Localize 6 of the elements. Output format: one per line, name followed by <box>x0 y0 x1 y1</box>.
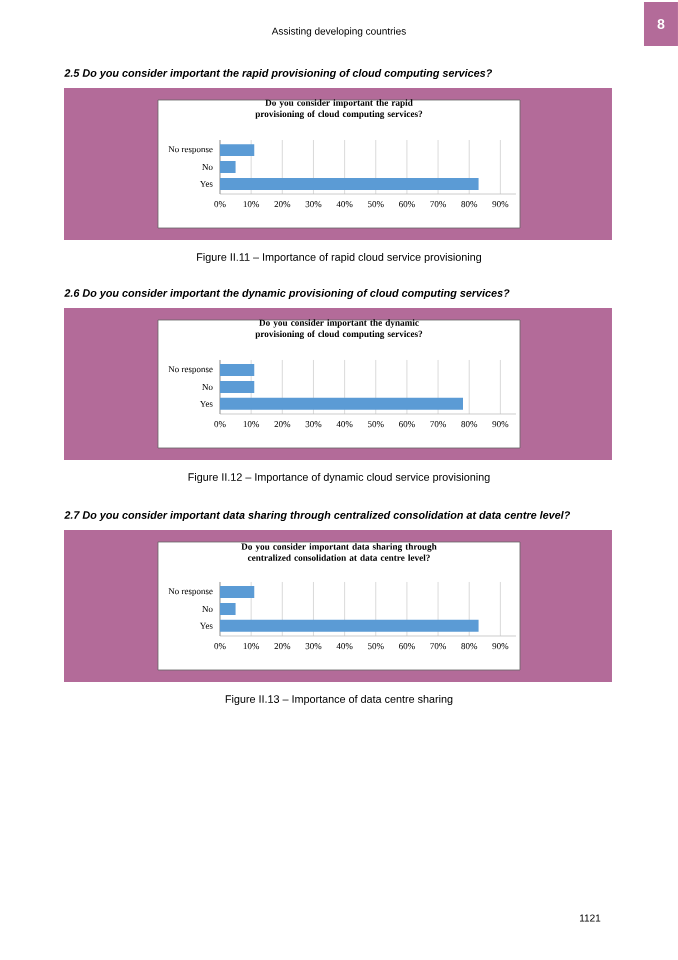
bar <box>219 586 255 599</box>
bar <box>219 161 236 174</box>
bar <box>219 619 479 632</box>
bar <box>219 144 255 157</box>
bar <box>219 177 479 190</box>
bar <box>219 603 236 615</box>
